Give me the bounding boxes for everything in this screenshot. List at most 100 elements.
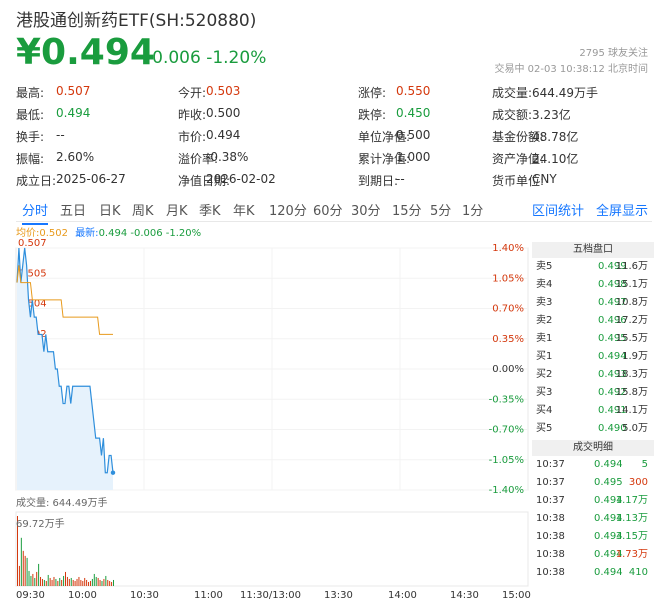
tab-7[interactable]: 120分 — [269, 204, 307, 219]
trade-price: 0.494 — [594, 495, 623, 506]
quote-value: CNY — [532, 172, 557, 186]
trade-price: 0.495 — [594, 477, 623, 488]
trade-price: 0.494 — [594, 531, 623, 542]
trade-detail-title: 成交明细 — [532, 440, 654, 456]
current-price: ¥0.494 — [16, 32, 155, 73]
quote-row: 换手: -- 市价: 0.494 单位净值: 0.500 基金份额: 48.78亿 — [16, 128, 646, 150]
tab-2[interactable]: 日K — [99, 204, 121, 219]
tab-8[interactable]: 60分 — [313, 204, 343, 219]
order-book-vol: 15.8万 — [615, 387, 648, 398]
tab-3[interactable]: 周K — [132, 204, 154, 219]
volume-bar — [78, 576, 80, 586]
order-book-label: 买2 — [536, 369, 553, 380]
order-book-row: 卖1 0.495 15.5万 — [532, 330, 654, 348]
order-book-price: 0.495 — [598, 333, 627, 344]
tab-5[interactable]: 季K — [199, 204, 221, 219]
trade-volume: 1.17万 — [615, 495, 648, 506]
order-book-row: 买1 0.494 1.9万 — [532, 348, 654, 366]
order-book-label: 买5 — [536, 423, 553, 434]
volume-bar — [91, 578, 93, 586]
tab-0[interactable]: 分时 — [22, 200, 49, 225]
volume-bar — [30, 575, 32, 586]
quote-label: 成交量: — [492, 86, 533, 100]
volume-bar — [89, 580, 91, 586]
order-book-label: 买4 — [536, 405, 553, 416]
trade-time: 10:37 — [536, 477, 565, 488]
order-book-vol: 17.2万 — [615, 315, 648, 326]
y-tick-label-right: -0.35% — [489, 394, 524, 405]
x-tick-label: 09:30 — [16, 590, 45, 601]
quote-label: 到期日: — [358, 174, 399, 188]
volume-bar — [24, 555, 26, 586]
volume-bar — [70, 577, 72, 586]
volume-bar — [82, 580, 84, 586]
quote-value: 2.60% — [56, 150, 95, 164]
order-book-vol: 18.3万 — [615, 369, 648, 380]
volume-bar — [107, 579, 109, 586]
intraday-chart[interactable]: 0.5070.5050.5040.5020.5000.4980.4960.495… — [0, 236, 656, 596]
quote-label: 累计净值: — [358, 152, 411, 166]
fullscreen-button[interactable]: 全屏显示 — [596, 204, 649, 219]
quote-row: 成立日: 2025-06-27 净值日期: 2026-02-02 到期日: -- 货币单位:… — [16, 172, 646, 194]
order-book-row: 卖3 0.497 10.8万 — [532, 294, 654, 312]
quote-label: 溢价率: — [178, 152, 219, 166]
follower-count[interactable]: 2795 球友关注 — [579, 48, 648, 59]
trade-volume: 300 — [628, 477, 648, 488]
quote-value: 0.450 — [396, 106, 431, 120]
order-book-vol: 5.0万 — [622, 423, 648, 434]
tab-6[interactable]: 年K — [233, 204, 255, 219]
volume-bar — [57, 580, 59, 586]
quote-label: 涨停: — [358, 86, 387, 100]
quote-value: 2025-06-27 — [56, 172, 126, 186]
avg-price-line — [16, 265, 113, 335]
quote-value: 0.494 — [206, 128, 241, 142]
volume-bar — [109, 580, 111, 586]
volume-bar — [17, 516, 18, 586]
quote-value: 0.503 — [206, 84, 241, 98]
fund-title: 港股通创新药ETF(SH:520880) — [16, 11, 257, 31]
tab-11[interactable]: 5分 — [430, 204, 452, 219]
quote-label: 昨收: — [178, 108, 207, 122]
trade-row: 10:37 0.495 300 — [532, 474, 654, 492]
tab-10[interactable]: 15分 — [392, 204, 422, 219]
order-book-label: 买1 — [536, 351, 553, 362]
y-tick-label-right: 0.00% — [492, 364, 524, 375]
order-book-title: 五档盘口 — [532, 242, 654, 258]
order-book-price: 0.491 — [598, 405, 627, 416]
quote-value: 24.10亿 — [532, 152, 579, 166]
y-tick-label-left: 0.507 — [18, 238, 47, 249]
quote-row: 振幅: 2.60% 溢价率: -0.38% 累计净值: 1.000 资产净值: 24.10亿 — [16, 150, 646, 172]
y-tick-label-right: -0.70% — [489, 425, 524, 436]
volume-bar — [49, 577, 51, 586]
price-change: -0.006 -1.20% — [146, 48, 267, 68]
volume-bar — [59, 577, 61, 586]
quote-value: 0.494 — [56, 106, 91, 120]
order-book-row: 卖4 0.498 15.1万 — [532, 276, 654, 294]
volume-bar — [111, 581, 113, 586]
y-tick-label-right: 0.35% — [492, 334, 524, 345]
order-book-price: 0.494 — [598, 351, 627, 362]
order-book-vol: 1.9万 — [622, 351, 648, 362]
tab-1[interactable]: 五日 — [60, 204, 87, 219]
volume-bar — [72, 579, 74, 586]
trade-price: 0.494 — [594, 567, 623, 578]
quote-row: 最低: 0.494 昨收: 0.500 跌停: 0.450 成交额: 3.23亿 — [16, 106, 646, 128]
range-stats-button[interactable]: 区间统计 — [532, 204, 585, 219]
trade-time: 10:38 — [536, 549, 565, 560]
trade-price: 0.494 — [594, 549, 623, 560]
order-book-label: 卖2 — [536, 315, 553, 326]
volume-bar — [97, 577, 99, 586]
x-tick-label: 10:00 — [68, 590, 97, 601]
order-book-row: 买5 0.490 5.0万 — [532, 420, 654, 438]
order-book-vol: 15.1万 — [615, 279, 648, 290]
tab-4[interactable]: 月K — [166, 204, 188, 219]
volume-bar — [45, 580, 47, 586]
tab-12[interactable]: 1分 — [462, 204, 484, 219]
trade-row: 10:38 0.494 3.15万 — [532, 528, 654, 546]
tab-9[interactable]: 30分 — [351, 204, 381, 219]
volume-bar — [88, 581, 90, 586]
order-book-label: 卖5 — [536, 261, 553, 272]
volume-bar — [41, 578, 43, 586]
quote-label: 跌停: — [358, 108, 387, 122]
order-book-price: 0.490 — [598, 423, 627, 434]
